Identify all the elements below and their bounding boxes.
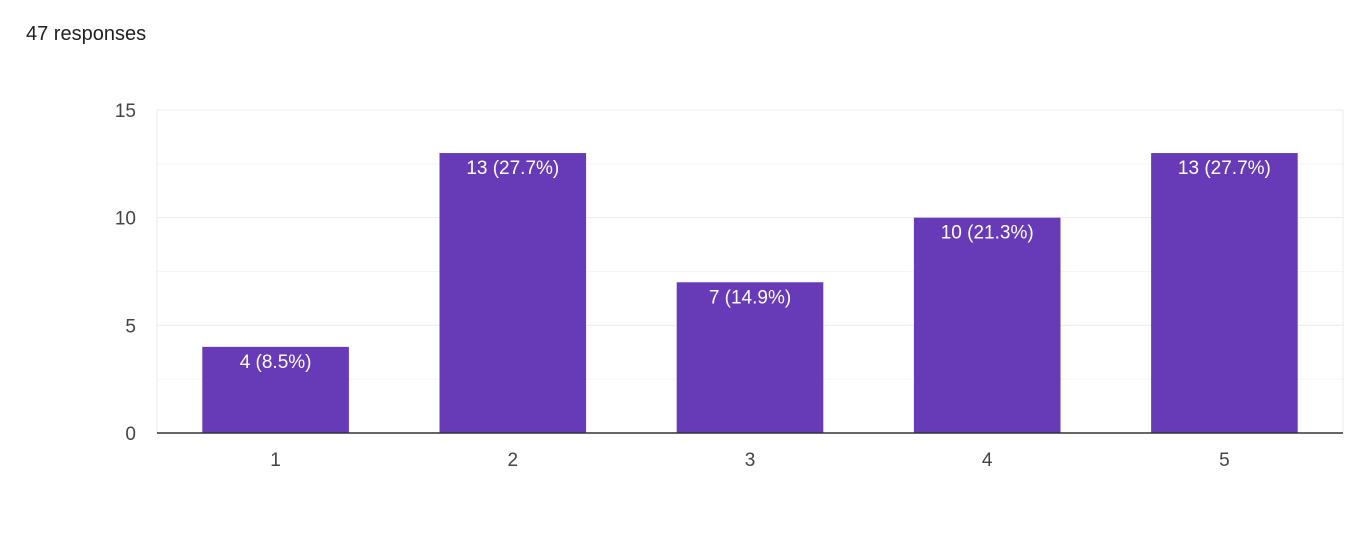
x-tick-label: 2 <box>508 450 519 471</box>
bar <box>913 217 1061 433</box>
x-tick-label: 3 <box>745 450 756 471</box>
response-count: 47 responses <box>26 23 147 45</box>
data-label: 10 (21.3%) <box>941 223 1034 244</box>
bar <box>439 153 587 434</box>
x-tick-label: 5 <box>1219 450 1230 471</box>
bar <box>202 346 349 433</box>
y-tick-label: 0 <box>125 424 136 445</box>
y-tick-label: 5 <box>125 316 136 337</box>
bar <box>676 282 824 433</box>
y-tick-label: 15 <box>115 101 136 122</box>
data-label: 7 (14.9%) <box>709 287 791 308</box>
bar-layer <box>202 153 1298 434</box>
data-label: 4 (8.5%) <box>240 352 312 373</box>
data-label: 13 (27.7%) <box>466 158 559 179</box>
x-tick-label: 1 <box>270 450 281 471</box>
label-layer: 0 5 10 15 4 (8.5%) 1 13 (27.7%) 2 7 (14.9%) 3 10 (… <box>115 101 1271 471</box>
y-tick-label: 10 <box>115 209 136 230</box>
data-label: 13 (27.7%) <box>1178 158 1271 179</box>
x-tick-label: 4 <box>982 450 993 471</box>
bar <box>1151 153 1298 434</box>
